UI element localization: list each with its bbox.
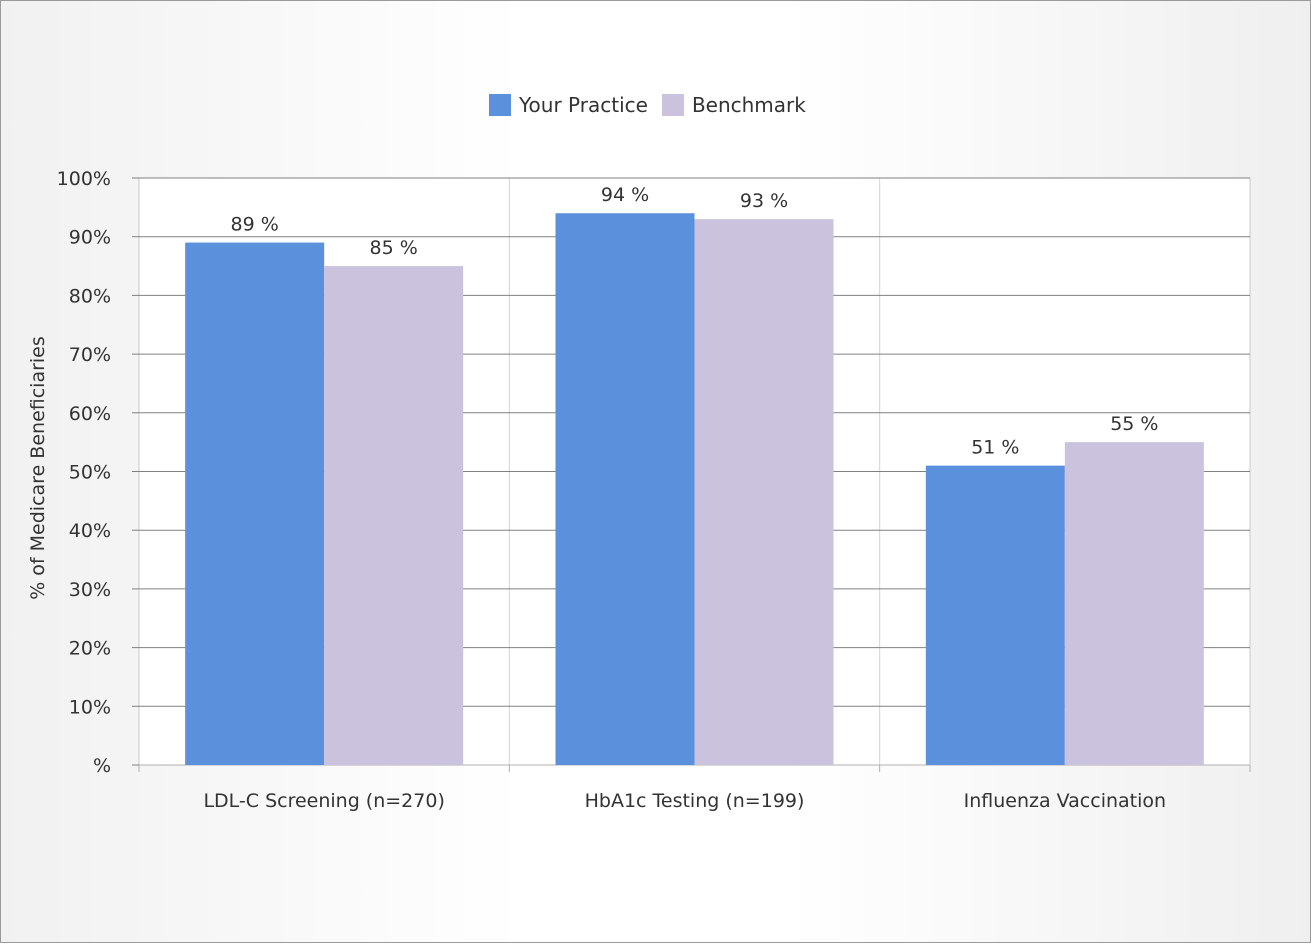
bar-your-practice [925, 465, 1065, 765]
bar-your-practice [185, 242, 325, 765]
y-tick-label: 90% [69, 227, 111, 249]
y-tick-label: 70% [69, 344, 111, 366]
data-label: 94 % [601, 184, 649, 206]
data-label: 51 % [971, 437, 1019, 459]
y-tick-label: 30% [69, 579, 111, 601]
legend-label-benchmark: Benchmark [691, 93, 806, 117]
y-tick-label: 40% [69, 520, 111, 542]
x-category-label: Influenza Vaccination [964, 790, 1166, 812]
legend-swatch-your-practice [489, 94, 511, 116]
y-tick-label: 80% [69, 285, 111, 307]
bar-your-practice [555, 213, 695, 766]
legend-swatch-benchmark [661, 94, 684, 116]
legend: Your Practice Benchmark [489, 93, 820, 117]
data-label: 93 % [740, 190, 788, 212]
data-label: 55 % [1110, 413, 1158, 435]
y-tick-label: % [93, 755, 111, 777]
y-tick-label: 50% [69, 462, 111, 484]
bar-benchmark [324, 266, 464, 765]
legend-label-your-practice: Your Practice [519, 93, 648, 117]
legend-item-benchmark[interactable]: Benchmark [661, 93, 806, 117]
data-label: 89 % [231, 214, 279, 236]
legend-item-your-practice[interactable]: Your Practice [489, 93, 648, 117]
x-category-label: HbA1c Testing (n=199) [585, 790, 805, 812]
y-tick-label: 20% [69, 638, 111, 660]
y-tick-label: 10% [69, 696, 111, 718]
y-tick-label: 60% [69, 403, 111, 425]
data-label: 85 % [370, 237, 418, 259]
y-tick-label: 100% [57, 168, 111, 190]
bar-benchmark [694, 219, 834, 766]
x-category-label: LDL-C Screening (n=270) [203, 790, 444, 812]
bar-benchmark [1064, 442, 1204, 765]
